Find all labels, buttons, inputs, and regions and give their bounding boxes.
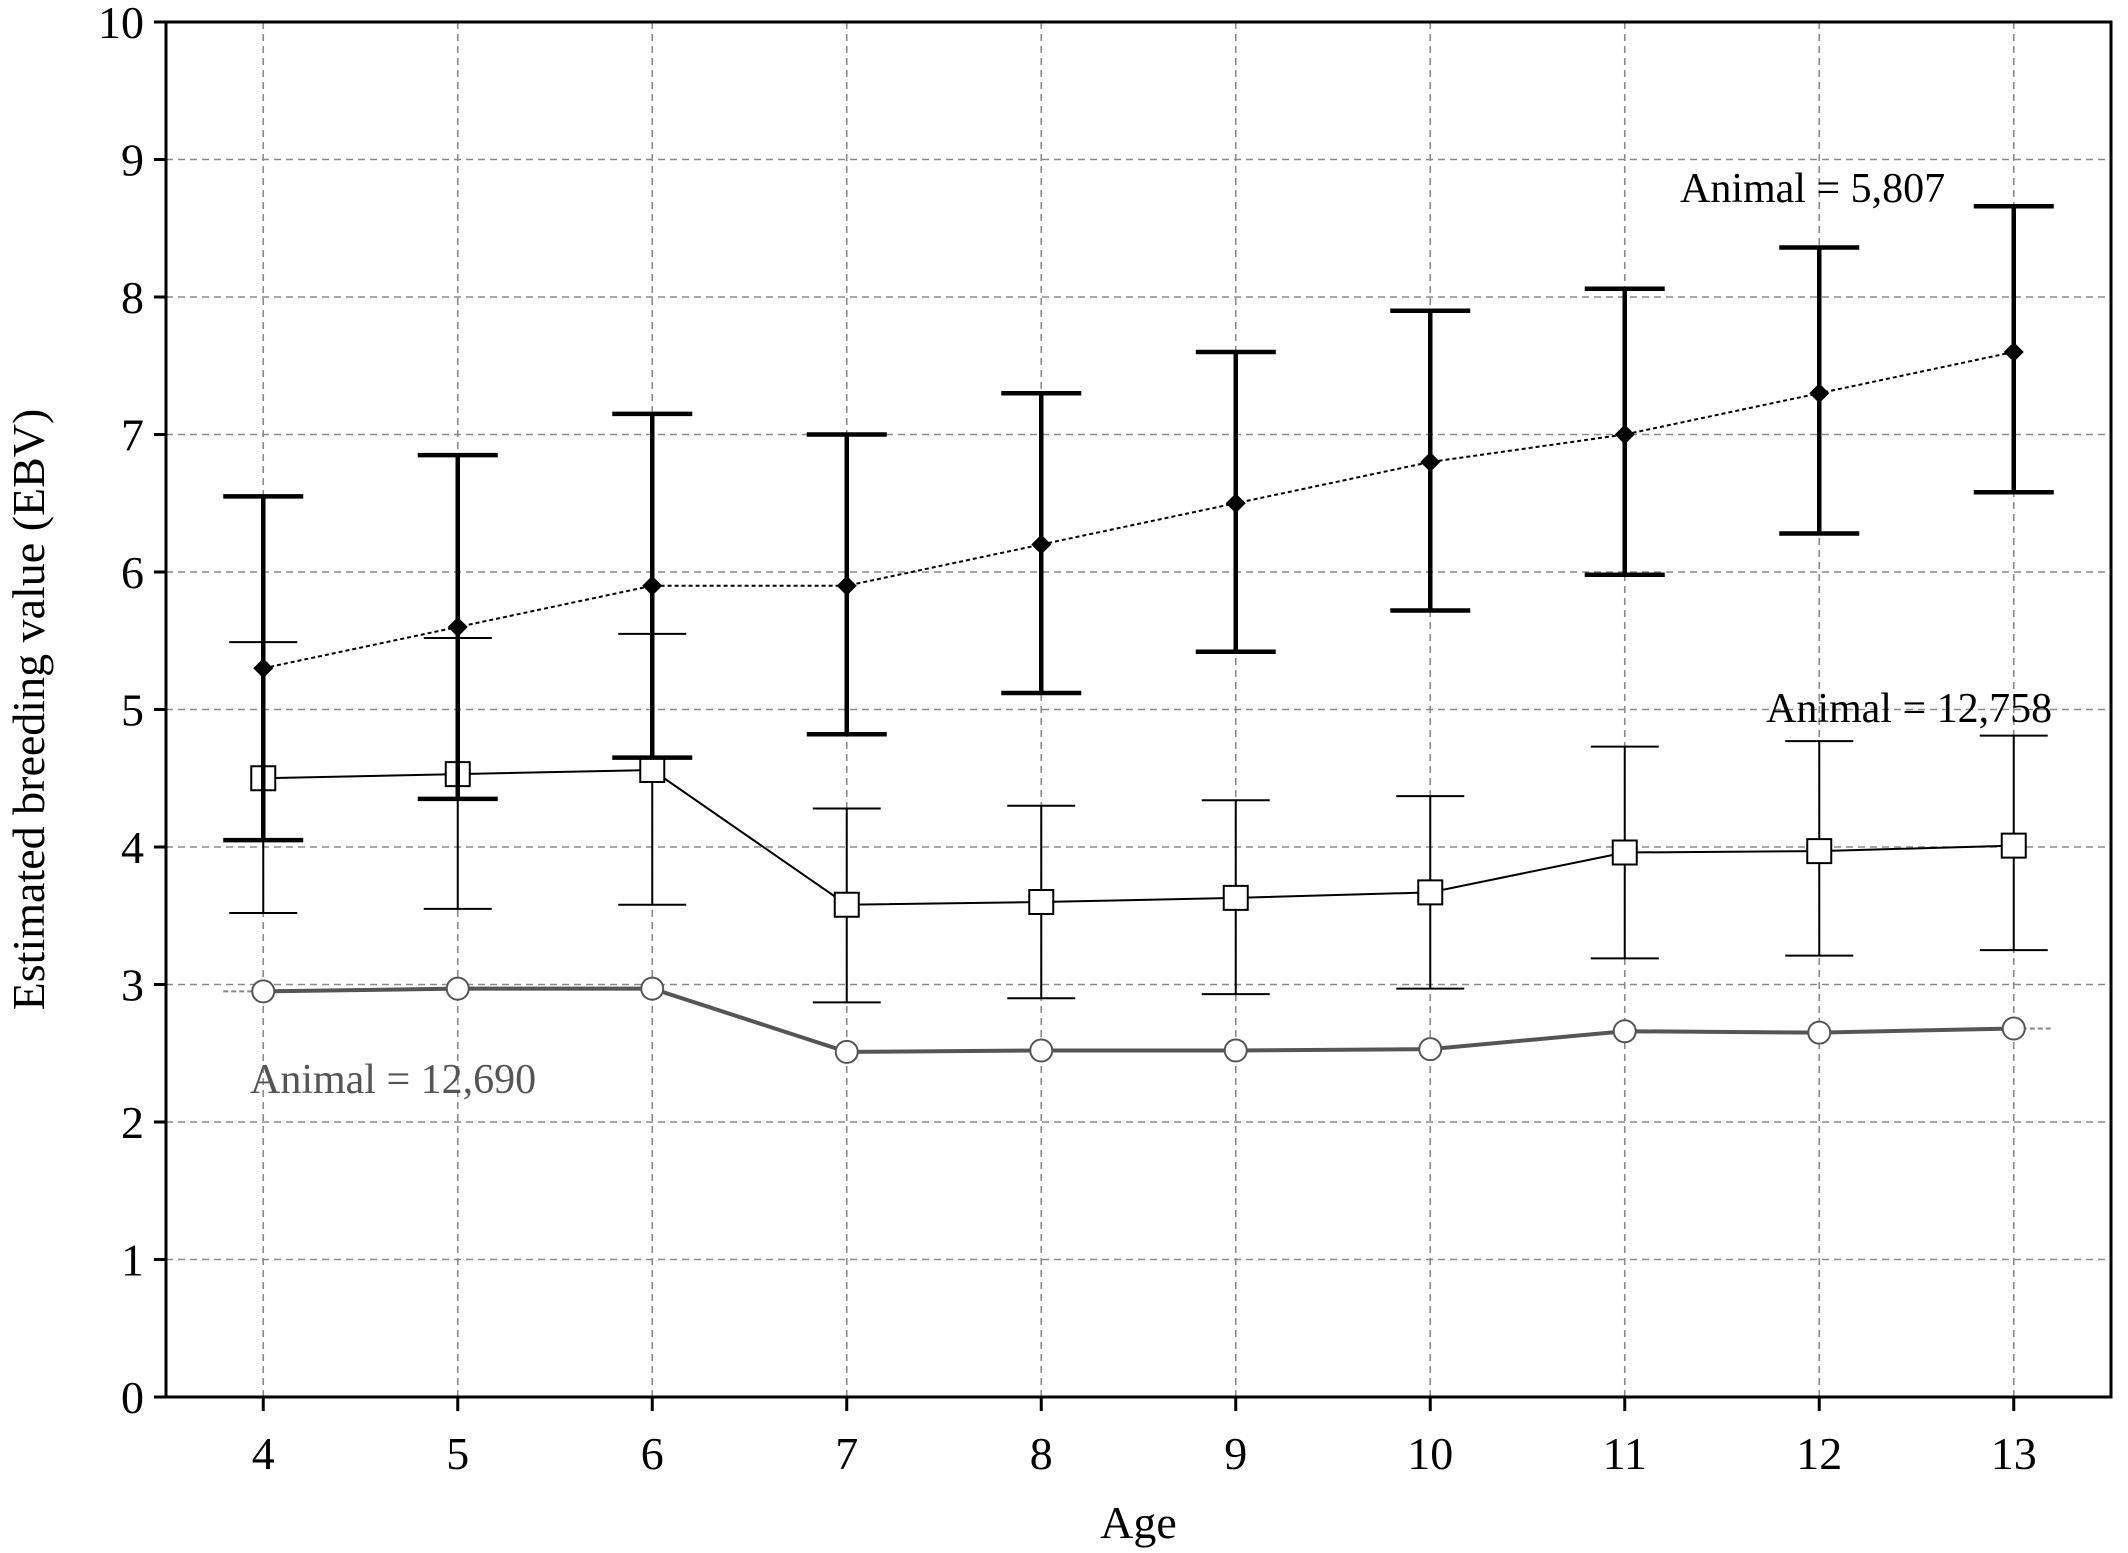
y-tick-label: 6 [121, 547, 144, 598]
data-point-circle [251, 979, 276, 1004]
x-tick-label: 8 [1030, 1428, 1053, 1479]
series-diamond [223, 204, 2054, 843]
series-label-animal-12758: Animal = 12,758 [1766, 686, 2052, 732]
data-point-diamond [1031, 534, 1052, 555]
data-point-diamond [1614, 424, 1635, 445]
y-axis-title: Estimated breeding value (EBV) [3, 409, 54, 1011]
data-point-circle [445, 976, 470, 1001]
y-tick-label: 10 [98, 0, 144, 48]
series-line [263, 351, 2014, 670]
data-point-circle [834, 1039, 859, 1064]
data-point-square [2000, 832, 2027, 859]
data-point-circle [640, 976, 665, 1001]
x-tick-label: 11 [1603, 1428, 1647, 1479]
y-tick-label: 7 [121, 410, 144, 461]
data-point-square [1222, 884, 1249, 911]
y-tick-label: 0 [121, 1372, 144, 1423]
x-axis: 4 5 6 7 8 9 10 11 12 13 [252, 1397, 2037, 1479]
x-tick-label: 9 [1224, 1428, 1247, 1479]
y-tick-label: 3 [121, 960, 144, 1011]
data-point-square [1806, 838, 1833, 865]
data-point-circle [1612, 1019, 1637, 1044]
data-point-diamond [1420, 452, 1441, 472]
series-circle [223, 976, 2054, 1064]
series-line [263, 986, 2014, 1054]
data-point-square [833, 891, 860, 918]
y-tick-label: 8 [121, 272, 144, 323]
data-point-square [1611, 839, 1638, 866]
x-tick-label: 4 [252, 1428, 275, 1479]
data-point-square [1417, 879, 1444, 906]
x-tick-label: 12 [1796, 1428, 1842, 1479]
data-point-diamond [642, 575, 663, 596]
data-point-square [1028, 889, 1055, 915]
data-point-diamond [447, 617, 468, 637]
y-axis: 0 1 2 3 4 5 6 7 8 9 10 [98, 0, 166, 1423]
data-point-diamond [2003, 342, 2024, 362]
series-square [229, 632, 2048, 1004]
data-point-diamond [1225, 493, 1246, 514]
series-line [263, 768, 2014, 906]
data-point-diamond [1809, 383, 1830, 404]
data-point-diamond [253, 658, 274, 679]
data-point-circle [1418, 1037, 1443, 1062]
data-point-circle [2001, 1016, 2026, 1041]
y-tick-label: 2 [121, 1097, 144, 1148]
data-point-circle [1223, 1038, 1248, 1063]
x-tick-label: 7 [835, 1428, 858, 1479]
series-layer [223, 204, 2054, 1064]
x-tick-label: 5 [446, 1428, 469, 1479]
x-axis-title: Age [1100, 1497, 1177, 1548]
y-tick-label: 4 [121, 822, 144, 873]
y-tick-label: 1 [121, 1235, 144, 1286]
data-point-diamond [836, 575, 857, 596]
data-point-circle [1029, 1038, 1054, 1063]
y-tick-label: 9 [121, 135, 144, 186]
y-tick-label: 5 [121, 685, 144, 736]
data-point-circle [1807, 1020, 1832, 1045]
x-tick-label: 10 [1407, 1428, 1453, 1479]
x-tick-label: 6 [641, 1428, 664, 1479]
x-tick-label: 13 [1991, 1428, 2037, 1479]
series-label-animal-12690: Animal = 12,690 [250, 1057, 536, 1103]
data-point-square [639, 757, 666, 783]
series-label-animal-5807: Animal = 5,807 [1680, 166, 1945, 212]
